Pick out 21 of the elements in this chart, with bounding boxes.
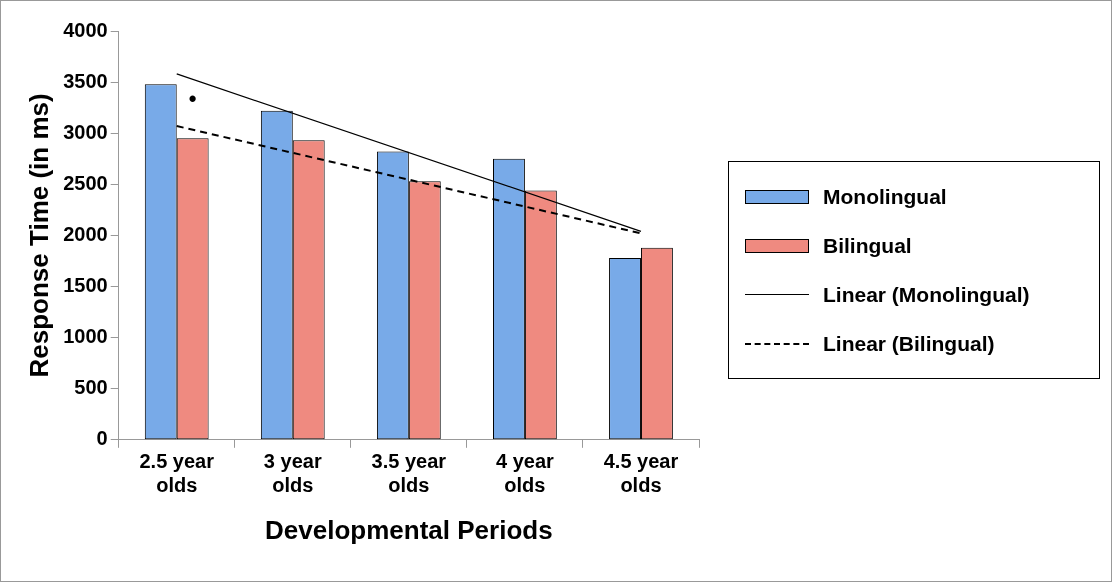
y-tick-label: 0 [96, 427, 108, 450]
legend-label: Monolingual [823, 184, 947, 209]
legend-label: Linear (Bilingual) [823, 331, 995, 356]
y-tick-label: 500 [74, 376, 108, 399]
y-axis-title: Response Time (in ms) [23, 93, 54, 378]
y-tick-label: 2500 [63, 171, 108, 194]
y-tick-label: 2000 [63, 222, 108, 245]
x-axis-title: Developmental Periods [265, 514, 553, 545]
y-tick-label: 3000 [63, 120, 108, 143]
x-tick-label: 2.5 year olds [139, 450, 215, 497]
y-tick-label: 1500 [63, 274, 108, 297]
annotation: • [188, 85, 197, 111]
x-tick-label: 3 year olds [263, 450, 322, 497]
y-tick-label: 3500 [63, 69, 108, 92]
y-tick-label: 1000 [63, 325, 108, 348]
x-tick-label: 4.5 year olds [603, 450, 679, 497]
y-tick-label: 4000 [63, 18, 108, 41]
legend-label: Bilingual [823, 233, 912, 258]
x-tick-label: 4 year olds [495, 450, 555, 497]
x-tick-label: 3.5 year olds [371, 450, 447, 497]
legend-label: Linear (Monolingual) [823, 282, 1030, 307]
